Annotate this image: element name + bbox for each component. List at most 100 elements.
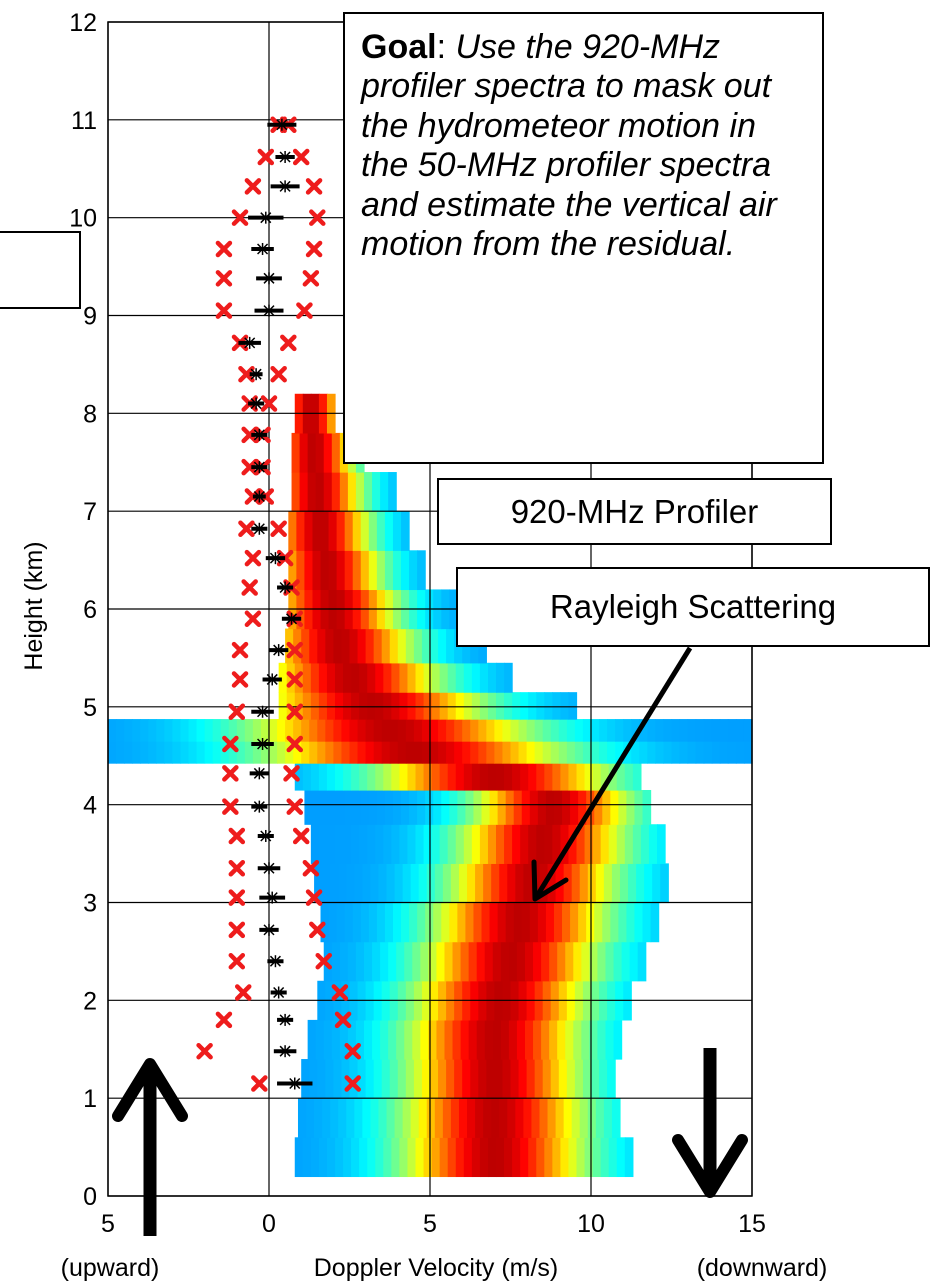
spectrum-cell (330, 1098, 339, 1138)
spectrum-cell (462, 1059, 471, 1099)
spectrum-cell (322, 863, 331, 904)
spectrum-cell (357, 741, 367, 764)
spectrum-cell (426, 1098, 436, 1138)
spectrum-cell (401, 789, 410, 825)
spectrum-cell (457, 902, 467, 943)
spectrum-cell (489, 902, 499, 943)
spectrum-cell (278, 692, 288, 720)
spectrum-cell (277, 741, 286, 764)
spectrum-cell (502, 1059, 512, 1099)
spectrum-cell (581, 1019, 590, 1060)
spectrum-cell (328, 789, 338, 825)
spectrum-cell (421, 628, 431, 664)
spectrum-cell (355, 1019, 365, 1060)
spectrum-cell (420, 1019, 429, 1060)
spectrum-cell (373, 628, 383, 664)
spectrum-cell (352, 902, 362, 943)
spectrum-cell (310, 662, 320, 693)
spectrum-cell (291, 432, 301, 473)
spectrum-cell (558, 741, 568, 764)
spectrum-cell (336, 902, 346, 943)
black-star-marker (265, 552, 286, 565)
spectrum-cell (581, 941, 590, 982)
spectrum-cell (347, 472, 357, 512)
spectrum-cell (381, 741, 391, 764)
spectrum-cell (455, 1137, 465, 1178)
spectrum-cell (568, 824, 578, 864)
spectrum-cell (423, 692, 433, 720)
spectrum-cell (349, 719, 359, 742)
spectrum-cell (401, 902, 410, 943)
spectrum-cell (631, 719, 640, 742)
spectrum-cell (346, 1098, 355, 1138)
spectrum-cell (455, 763, 465, 791)
spectrum-cell (381, 628, 391, 664)
spectrum-cell (574, 719, 584, 742)
profiler-label: 920-MHz Profiler (510, 492, 759, 530)
spectrum-cell (560, 763, 570, 791)
spectrum-cell (413, 1059, 423, 1099)
spectrum-cell (376, 511, 386, 551)
spectrum-cell (446, 741, 455, 764)
spectrum-cell (180, 719, 190, 742)
spectrum-cell (521, 902, 531, 943)
spectrum-cell (375, 824, 384, 864)
spectrum-cell (607, 719, 616, 742)
spectrum-cell (423, 1137, 433, 1178)
spectrum-cell (563, 863, 573, 904)
spectrum-cell (487, 1137, 497, 1178)
black-star-marker (249, 368, 263, 381)
spectrum-cell (687, 719, 697, 742)
spectrum-cell (409, 789, 418, 825)
spectrum-cell (465, 789, 475, 825)
spectrum-cell (388, 941, 397, 982)
spectrum-cell (711, 719, 721, 742)
spectrum-cell (363, 1019, 373, 1060)
y-tick-label: 0 (83, 1183, 97, 1211)
spectrum-cell (642, 902, 652, 943)
spectrum-cell (549, 941, 558, 982)
spectrum-cell (671, 719, 681, 742)
x-tick-label: 0 (262, 1210, 276, 1238)
spectrum-cell (504, 763, 513, 791)
spectrum-cell (188, 719, 198, 742)
spectrum-cell (383, 824, 392, 864)
black-star-marker (275, 151, 295, 164)
red-x-marker (196, 1042, 213, 1060)
spectrum-cell (634, 789, 644, 825)
spectrum-cell (613, 1019, 623, 1060)
spectrum-cell (335, 763, 344, 791)
spectrum-cell (591, 719, 600, 742)
spectrum-cell (454, 741, 463, 764)
spectrum-cell (314, 863, 323, 904)
spectrum-cell (431, 1137, 441, 1178)
spectrum-cell (467, 863, 476, 904)
spectrum-cell (562, 902, 571, 943)
y-tick-label: 2 (83, 987, 97, 1015)
spectrum-cell (389, 628, 399, 664)
spectrum-cell (428, 1019, 438, 1060)
spectrum-cell (315, 472, 325, 512)
spectrum-cell (331, 472, 341, 512)
spectrum-row (288, 550, 426, 591)
black-star-marker (267, 118, 297, 131)
spectrum-cell (415, 662, 425, 693)
spectrum-cell (570, 902, 579, 943)
spectrum-cell (608, 1137, 618, 1178)
spectrum-cell (544, 824, 553, 864)
spectrum-cell (378, 1098, 388, 1138)
spectrum-cell (687, 741, 697, 764)
spectrum-cell (317, 1059, 326, 1099)
spectrum-cell (589, 1019, 599, 1060)
spectrum-cell (496, 662, 505, 693)
red-x-marker (222, 798, 239, 815)
spectrum-cell (520, 763, 529, 791)
spectrum-cell (417, 550, 426, 591)
spectrum-cell (597, 941, 607, 982)
downward-arrow-icon (672, 1048, 748, 1198)
spectrum-cell (510, 719, 520, 742)
spectrum-cell (594, 902, 603, 943)
spectrum-cell (384, 789, 394, 825)
spectrum-cell (663, 741, 673, 764)
spectrum-cell (533, 1019, 542, 1060)
